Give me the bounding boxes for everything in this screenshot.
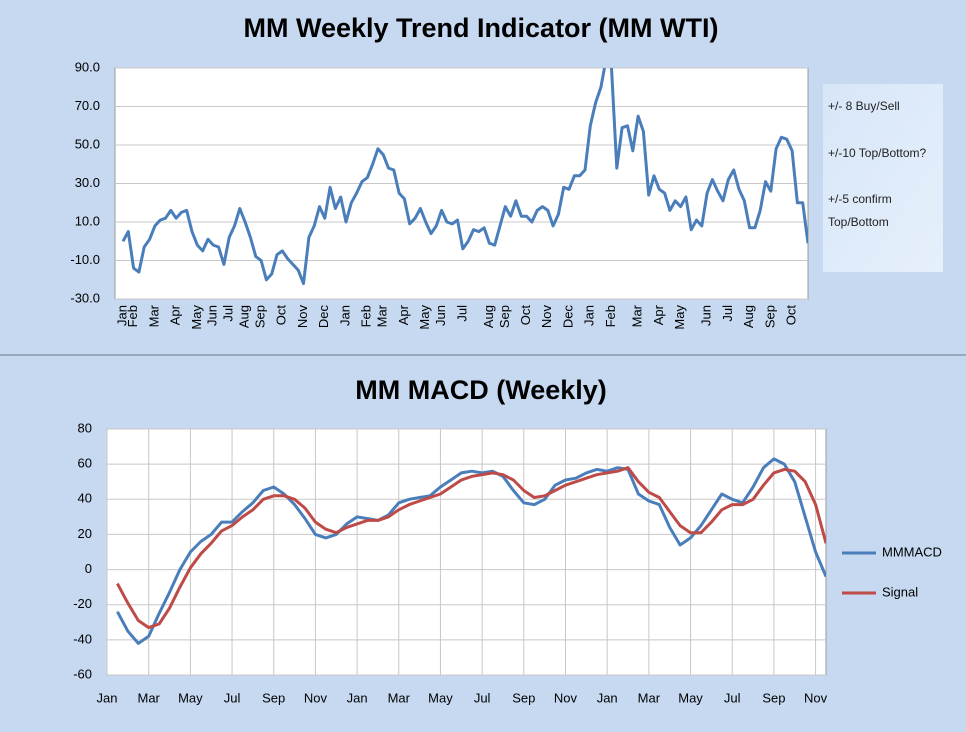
x-tick-label: Sep bbox=[762, 305, 777, 328]
chart-title: MM MACD (Weekly) bbox=[355, 375, 607, 405]
x-tick-label: May bbox=[678, 690, 703, 705]
x-tick-label: Sep bbox=[512, 690, 535, 705]
legend-label: Signal bbox=[882, 584, 918, 599]
x-tick-label: Oct bbox=[784, 305, 799, 326]
x-tick-label: Jul bbox=[724, 690, 741, 705]
y-tick-label: -20 bbox=[73, 596, 92, 611]
y-tick-label: 10.0 bbox=[75, 213, 100, 228]
x-tick-label: Jul bbox=[474, 690, 491, 705]
x-tick-label: May bbox=[428, 690, 453, 705]
x-tick-label: Jan bbox=[97, 690, 118, 705]
data-line bbox=[116, 457, 826, 645]
x-tick-label: Nov bbox=[304, 690, 328, 705]
x-tick-label: Jul bbox=[221, 305, 236, 322]
x-tick-label: Jan bbox=[582, 305, 597, 326]
x-tick-label: Dec bbox=[316, 305, 331, 329]
y-tick-label: 40 bbox=[78, 491, 92, 506]
x-tick-label: Nov bbox=[295, 305, 310, 329]
legend-label: MMMACD bbox=[882, 544, 942, 559]
x-tick-label: Aug bbox=[741, 305, 756, 328]
x-tick-label: Jan bbox=[597, 690, 618, 705]
y-tick-label: 90.0 bbox=[75, 59, 100, 74]
x-tick-label: Jan bbox=[347, 690, 368, 705]
annotation: +/-10 Top/Bottom? bbox=[828, 146, 927, 160]
x-tick-label: Jul bbox=[720, 305, 735, 322]
y-tick-label: -60 bbox=[73, 666, 92, 681]
x-tick-label: Aug bbox=[237, 305, 252, 328]
y-tick-label: 20 bbox=[78, 526, 92, 541]
x-tick-label: Sep bbox=[497, 305, 512, 328]
x-tick-label: Sep bbox=[762, 690, 785, 705]
annotation: +/-5 confirm bbox=[828, 192, 892, 206]
x-tick-label: Jun bbox=[205, 305, 220, 326]
note-box bbox=[823, 84, 943, 272]
x-tick-label: May bbox=[189, 305, 204, 330]
y-tick-label: 30.0 bbox=[75, 175, 100, 190]
annotation: Top/Bottom bbox=[828, 215, 889, 229]
x-tick-label: Jan bbox=[114, 305, 129, 326]
x-tick-label: Mar bbox=[638, 690, 661, 705]
chart-title: MM Weekly Trend Indicator (MM WTI) bbox=[243, 13, 718, 43]
data-line bbox=[116, 466, 826, 630]
data-line bbox=[121, 68, 808, 286]
x-tick-label: Mar bbox=[630, 304, 645, 327]
y-tick-label: 0 bbox=[85, 561, 92, 576]
x-tick-label: Sep bbox=[262, 690, 285, 705]
x-tick-label: May bbox=[178, 690, 203, 705]
x-tick-label: Apr bbox=[396, 304, 411, 325]
x-tick-label: Oct bbox=[518, 305, 533, 326]
y-tick-label: 80 bbox=[78, 420, 92, 435]
y-tick-label: 50.0 bbox=[75, 136, 100, 151]
x-tick-label: Apr bbox=[168, 304, 183, 325]
x-tick-label: Jun bbox=[433, 305, 448, 326]
x-tick-label: Mar bbox=[137, 690, 160, 705]
x-tick-label: Mar bbox=[388, 690, 411, 705]
x-tick-label: Dec bbox=[560, 305, 575, 329]
y-tick-label: 60 bbox=[78, 456, 92, 471]
x-tick-label: Feb bbox=[359, 305, 374, 327]
x-tick-label: Jan bbox=[337, 305, 352, 326]
x-tick-label: Aug bbox=[481, 305, 496, 328]
x-tick-label: Jun bbox=[699, 305, 714, 326]
y-tick-label: -10.0 bbox=[70, 252, 100, 267]
x-tick-label: Sep bbox=[252, 305, 267, 328]
x-tick-label: Mar bbox=[146, 304, 161, 327]
x-tick-label: Nov bbox=[539, 305, 554, 329]
x-tick-label: Mar bbox=[375, 304, 390, 327]
x-tick-label: Nov bbox=[554, 690, 578, 705]
x-tick-label: Jul bbox=[454, 305, 469, 322]
x-tick-label: May bbox=[417, 305, 432, 330]
x-tick-label: Apr bbox=[651, 304, 666, 325]
annotation: +/- 8 Buy/Sell bbox=[828, 99, 900, 113]
x-tick-label: Nov bbox=[804, 690, 828, 705]
y-tick-label: -30.0 bbox=[70, 290, 100, 305]
x-tick-label: Feb bbox=[603, 305, 618, 327]
plot-area bbox=[106, 428, 827, 676]
x-tick-label: Jul bbox=[224, 690, 241, 705]
y-tick-label: -40 bbox=[73, 631, 92, 646]
x-tick-label: Feb bbox=[125, 305, 140, 327]
y-tick-label: 70.0 bbox=[75, 98, 100, 113]
x-tick-label: Oct bbox=[274, 305, 289, 326]
x-tick-label: May bbox=[672, 305, 687, 330]
